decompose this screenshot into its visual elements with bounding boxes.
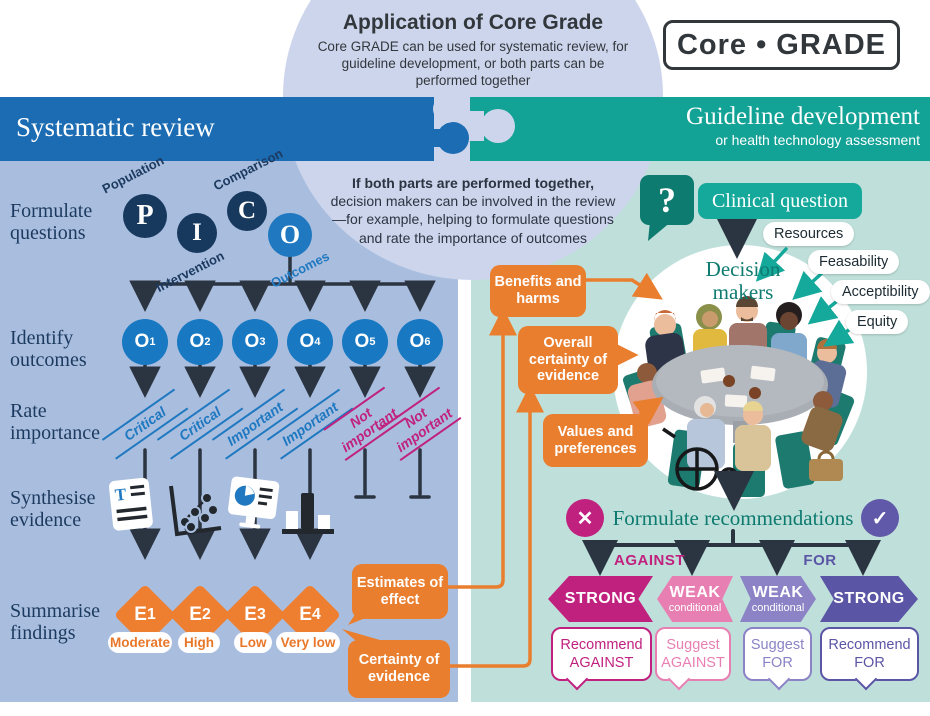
certainty-pill-very-low: Very low: [276, 632, 340, 653]
svg-text:T: T: [114, 485, 128, 505]
strong-for-chevron: STRONG: [820, 576, 918, 622]
certainty-pill-low: Low: [234, 632, 272, 653]
suggest-for-bubble: Suggest FOR: [743, 627, 812, 691]
guideline-banner-subtitle: or health technology assessment: [715, 132, 920, 148]
core-grade-logo: Core • GRADE: [663, 20, 900, 70]
tag-acceptibility: Acceptibility: [831, 280, 930, 304]
logo-text: Core • GRADE: [676, 28, 887, 61]
weak-for-chevron: WEAK conditional: [740, 576, 816, 622]
pico-circle-i: I: [177, 213, 217, 253]
certainty-pill-moderate: Moderate: [108, 632, 172, 653]
against-label: AGAINST: [614, 552, 685, 569]
clinical-question-label: Clinical question: [698, 183, 862, 219]
banner-puzzle-graphic: [0, 97, 930, 161]
check-mark-icon: ✓: [861, 499, 899, 537]
strong-against-chevron: STRONG: [548, 576, 653, 622]
step-rate-importance: Rate importance: [10, 400, 100, 445]
x-mark-icon: ✕: [566, 499, 604, 537]
step-synthesise-evidence: Synthesise evidence: [10, 487, 96, 532]
weak-against-chevron: WEAK conditional: [657, 576, 733, 622]
estimates-of-effect-callout: Estimates of effect: [352, 564, 448, 619]
step-identify-outcomes: Identify outcomes: [10, 327, 87, 372]
decision-makers-illustration: [623, 296, 855, 497]
center-note: If both parts are performed together, de…: [330, 174, 616, 247]
benefits-and-harms-box: Benefits and harms: [490, 265, 586, 317]
recommend-against-bubble: Recommend AGAINST: [551, 627, 652, 691]
overall-certainty-box: Overall certainty of evidence: [518, 326, 618, 394]
center-note-rest: decision makers can be involved in the r…: [330, 193, 616, 246]
tag-equity: Equity: [846, 310, 909, 334]
step-summarise-findings: Summarise findings: [10, 600, 100, 645]
center-note-bold: If both parts are performed together,: [352, 175, 594, 191]
pico-circle-o: O: [268, 213, 312, 257]
guideline-development-banner: Guideline development or health technolo…: [686, 103, 920, 148]
document-icon: T: [108, 477, 153, 531]
decision-makers-circle: [613, 245, 867, 499]
page-subtitle: Core GRADE can be used for systematic re…: [317, 39, 629, 88]
for-label: FOR: [803, 552, 837, 569]
certainty-pill-high: High: [178, 632, 220, 653]
suggest-against-bubble: Suggest AGAINST: [655, 627, 731, 691]
step-formulate-questions: Formulate questions: [10, 200, 93, 245]
systematic-review-banner-title: Systematic review: [16, 112, 215, 142]
decision-makers-label: Decision makers: [705, 257, 781, 305]
question-mark-icon: ?: [640, 175, 694, 225]
tag-feasability: Feasability: [808, 250, 900, 274]
values-preferences-box: Values and preferences: [543, 414, 648, 467]
bar-chart-icon: [282, 493, 334, 534]
recommend-for-bubble: Recommend FOR: [820, 627, 919, 691]
pico-circle-p: P: [123, 194, 167, 238]
page-title: Application of Core Grade: [342, 11, 604, 34]
pie-chart-monitor-icon: [228, 476, 280, 529]
formulate-recommendations-label: Formulate recommendations: [612, 506, 854, 530]
certainty-of-evidence-callout: Certainty of evidence: [348, 640, 450, 698]
tag-resources: Resources: [763, 222, 855, 246]
pico-circle-c: C: [227, 191, 267, 231]
scatter-plot-icon: [169, 485, 222, 537]
guideline-banner-title: Guideline development: [686, 103, 920, 130]
